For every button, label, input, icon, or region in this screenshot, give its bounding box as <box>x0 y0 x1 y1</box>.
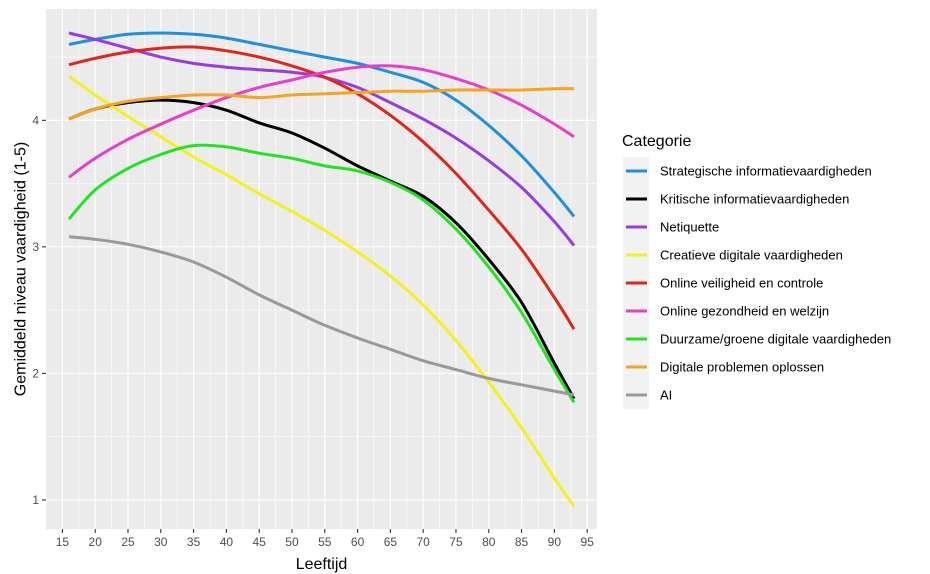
x-tick-label: 85 <box>515 535 529 549</box>
x-tick-label: 45 <box>253 535 267 549</box>
y-tick-label: 1 <box>32 493 39 507</box>
series-line-online-gezondheid-en-welzijn <box>68 64 575 179</box>
x-tick-label: 40 <box>220 535 234 549</box>
x-tick-label: 50 <box>285 535 299 549</box>
series-line-kritische-informatievaardigheden <box>68 98 576 400</box>
legend-label: Digitale problemen oplossen <box>660 360 824 375</box>
legend-label: Online gezondheid en welzijn <box>660 304 829 319</box>
y-tick-label: 3 <box>32 240 39 254</box>
x-tick-label: 30 <box>154 535 168 549</box>
legend: Categorie Strategische informatievaardig… <box>622 133 891 409</box>
x-tick-label: 60 <box>351 535 365 549</box>
x-tick-label: 95 <box>580 535 594 549</box>
x-tick-label: 65 <box>384 535 398 549</box>
series-line-strategische-informatievaardigheden <box>68 31 576 218</box>
legend-item: AI <box>626 388 672 403</box>
legend-item: Strategische informatievaardigheden <box>626 164 872 179</box>
x-axis: 15 20 25 30 35 40 45 50 55 60 65 70 75 80 85 90 95 <box>56 529 594 549</box>
legend-item: Digitale problemen oplossen <box>626 360 824 375</box>
x-tick-label: 35 <box>187 535 201 549</box>
legend-item: Online gezondheid en welzijn <box>626 304 829 319</box>
y-tick-label: 2 <box>32 366 39 380</box>
x-tick-label: 70 <box>416 535 430 549</box>
x-tick-label: 25 <box>121 535 135 549</box>
x-axis-title: Leeftijd <box>296 556 348 573</box>
y-tick-label: 4 <box>32 113 39 127</box>
legend-label: AI <box>660 388 672 403</box>
legend-title: Categorie <box>622 133 691 150</box>
legend-label: Strategische informatievaardigheden <box>660 164 872 179</box>
legend-label: Duurzame/groene digitale vaardigheden <box>660 332 891 347</box>
legend-item: Netiquette <box>626 220 719 235</box>
x-tick-label: 90 <box>548 535 562 549</box>
legend-label: Online veiligheid en controle <box>660 276 823 291</box>
legend-item: Duurzame/groene digitale vaardigheden <box>626 332 891 347</box>
series-line-online-veiligheid-en-controle <box>68 45 576 330</box>
plot-panel <box>46 9 597 529</box>
series-line-duurzame-groene-digitale-vaardigheden <box>67 143 576 404</box>
series-line-creatieve-digitale-vaardigheden <box>68 74 576 508</box>
grid-major <box>46 9 597 529</box>
x-tick-label: 55 <box>318 535 332 549</box>
legend-label: Netiquette <box>660 220 719 235</box>
series-line-ai <box>68 235 575 397</box>
x-tick-label: 15 <box>56 535 70 549</box>
legend-item: Online veiligheid en controle <box>626 276 823 291</box>
y-axis-title: Gemiddeld niveau vaardigheid (1-5) <box>13 142 30 396</box>
x-tick-label: 20 <box>89 535 103 549</box>
legend-item: Creatieve digitale vaardigheden <box>626 248 843 263</box>
y-axis: 1 2 3 4 <box>32 113 46 507</box>
legend-label: Kritische informatievaardigheden <box>660 192 849 207</box>
legend-label: Creatieve digitale vaardigheden <box>660 248 843 263</box>
x-tick-label: 80 <box>482 535 496 549</box>
x-tick-label: 75 <box>449 535 463 549</box>
series-line-digitale-problemen-oplossen <box>68 87 575 121</box>
series-lines <box>67 31 576 508</box>
legend-item: Kritische informatievaardigheden <box>626 192 849 207</box>
